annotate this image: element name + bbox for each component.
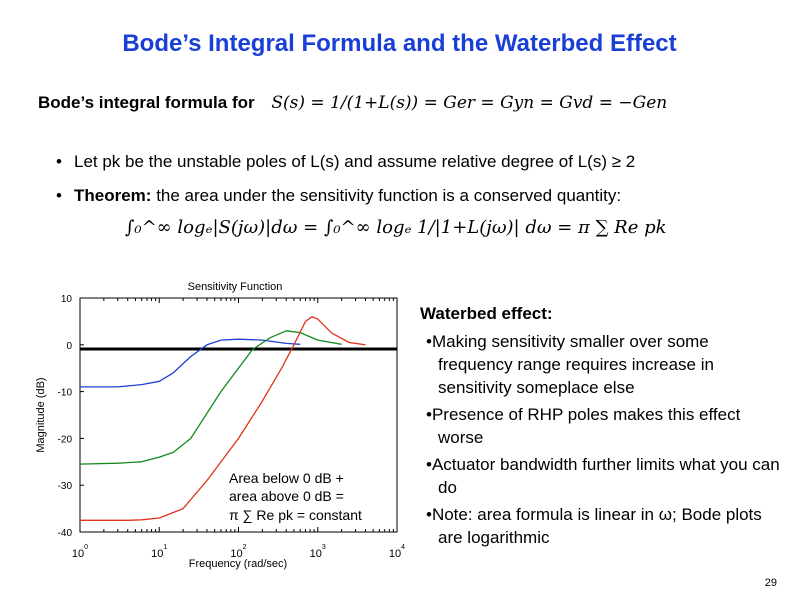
bullet-theorem: • Theorem: the area under the sensitivity… [56,186,622,205]
y-tick-label: -40 [58,528,73,539]
waterbed-item: •Making sensitivity smaller over some fr… [426,332,714,397]
y-tick-label: -10 [58,388,73,399]
series-blue-line [80,338,301,388]
bullet-unstable-poles: • Let pk be the unstable poles of L(s) an… [56,152,636,171]
waterbed-item: •Presence of RHP poles makes this effect… [426,405,741,447]
x-tick-label: 102 [230,544,246,560]
x-tick-label: 101 [151,544,167,560]
y-tick-label: -30 [58,481,73,492]
series-red-line [80,316,366,521]
waterbed-item: •Note: area formula is linear in ω; Bode… [426,505,762,547]
waterbed-heading: Waterbed effect: [420,304,553,323]
y-tick-label: 0 [66,341,72,352]
y-tick-label: 10 [61,294,73,305]
annotation-line-3: π ∑ Re pk = constant [229,507,362,523]
intro-line: Bode’s integral formula for S(s) = 1/(1+… [38,93,667,113]
series-green-line [79,330,342,465]
waterbed-item: •Actuator bandwidth further limits what … [426,455,780,497]
sensitivity-chart: Sensitivity Function 100-10-20-30-401001… [35,281,405,570]
page-number: 29 [764,577,777,589]
bode-integral-equation: ∫₀^∞ logₑ|S(jω)|dω = ∫₀^∞ logₑ 1/|1+L(jω… [125,217,667,238]
intro-label: Bode’s integral formula for [38,93,255,112]
x-axis-label: Frequency (rad/sec) [189,558,287,570]
waterbed-section: Waterbed effect: •Making sensitivity sma… [420,304,788,553]
y-tick-label: -20 [58,434,73,445]
x-tick-label: 104 [389,544,405,560]
sensitivity-formula: S(s) = 1/(1+L(s)) = Ger = Gyn = Gvd = −G… [271,93,668,113]
annotation-line-2: area above 0 dB = [229,488,344,504]
x-tick-label: 103 [310,544,326,560]
chart-title: Sensitivity Function [188,281,283,293]
slide-title: Bode’s Integral Formula and the Waterbed… [122,30,677,57]
x-tick-label: 100 [72,544,88,560]
annotation-line-1: Area below 0 dB + [229,470,344,486]
y-axis-label: Magnitude (dB) [35,377,47,452]
